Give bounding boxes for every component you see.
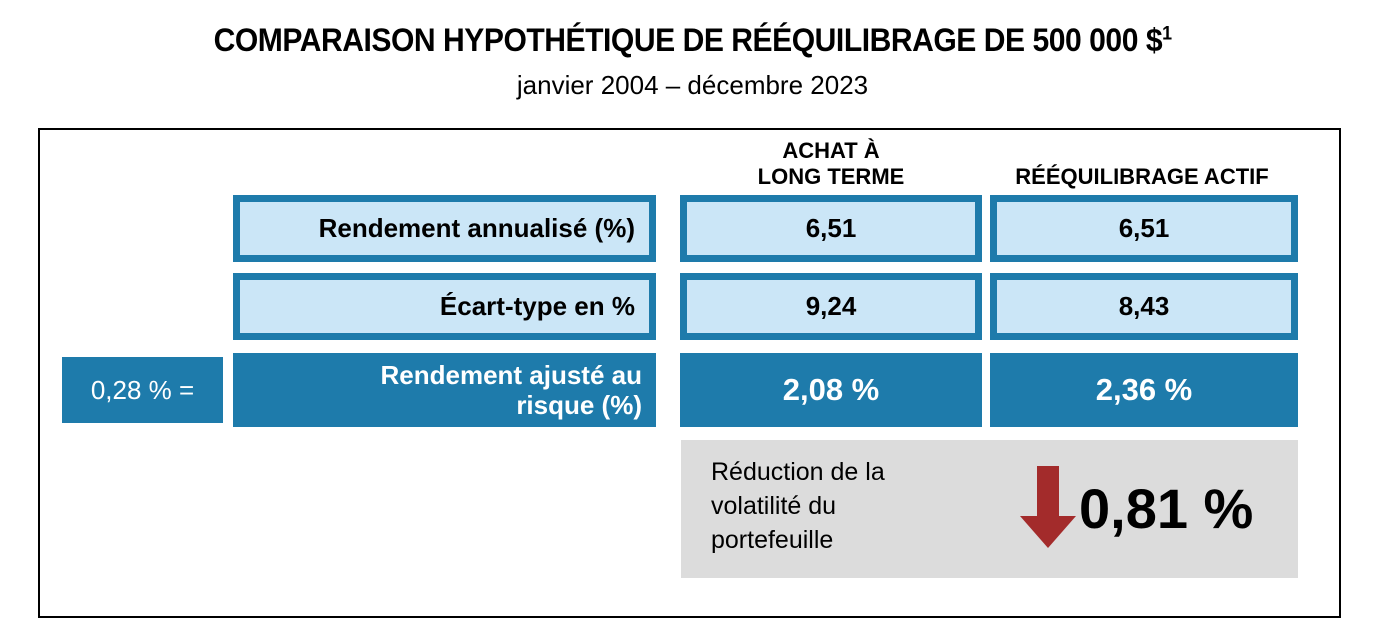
column-header-active-rebalancing: RÉÉQUILIBRAGE ACTIF bbox=[986, 134, 1298, 190]
volatility-reduction-value: 0,81 % bbox=[1079, 477, 1254, 540]
difference-badge: 0,28 % = bbox=[62, 357, 223, 423]
risk-adjusted-label-line: Rendement ajusté au bbox=[380, 360, 642, 390]
risk-adjusted-value-buy-and-hold: 2,08 % bbox=[680, 353, 982, 427]
column-header-buy-and-hold: ACHAT À LONG TERME bbox=[680, 134, 982, 190]
annualized-return-label: Rendement annualisé (%) bbox=[233, 195, 656, 262]
risk-adjusted-label-line: risque (%) bbox=[516, 390, 642, 420]
volatility-reduction-panel: Réduction de la volatilité du portefeuil… bbox=[681, 440, 1298, 578]
risk-adjusted-value-active: 2,36 % bbox=[990, 353, 1298, 427]
column-header-line: ACHAT À bbox=[782, 138, 880, 163]
page-title: COMPARAISON HYPOTHÉTIQUE DE RÉÉQUILIBRAG… bbox=[0, 22, 1385, 59]
risk-adjusted-return-label: Rendement ajusté au risque (%) bbox=[233, 353, 656, 427]
column-header-line: LONG TERME bbox=[757, 164, 905, 189]
down-arrow-icon bbox=[1020, 466, 1076, 548]
volatility-reduction-line: Réduction de la bbox=[711, 458, 885, 486]
down-arrow-stem bbox=[1037, 466, 1059, 518]
page-title-text: COMPARAISON HYPOTHÉTIQUE DE RÉÉQUILIBRAG… bbox=[213, 22, 1163, 58]
standard-deviation-value-active: 8,43 bbox=[990, 273, 1298, 340]
column-header-line: RÉÉQUILIBRAGE ACTIF bbox=[1015, 164, 1269, 189]
volatility-reduction-line: volatilité du bbox=[711, 492, 837, 520]
volatility-reduction-line: portefeuille bbox=[711, 526, 834, 554]
title-superscript: 1 bbox=[1162, 23, 1172, 45]
standard-deviation-value-buy-and-hold: 9,24 bbox=[680, 273, 982, 340]
standard-deviation-label: Écart-type en % bbox=[233, 273, 656, 340]
volatility-reduction-text: Réduction de la volatilité du portefeuil… bbox=[711, 455, 885, 557]
annualized-return-value-active: 6,51 bbox=[990, 195, 1298, 262]
page-subtitle: janvier 2004 – décembre 2023 bbox=[516, 70, 869, 100]
down-arrow-head bbox=[1020, 516, 1076, 548]
annualized-return-value-buy-and-hold: 6,51 bbox=[680, 195, 982, 262]
